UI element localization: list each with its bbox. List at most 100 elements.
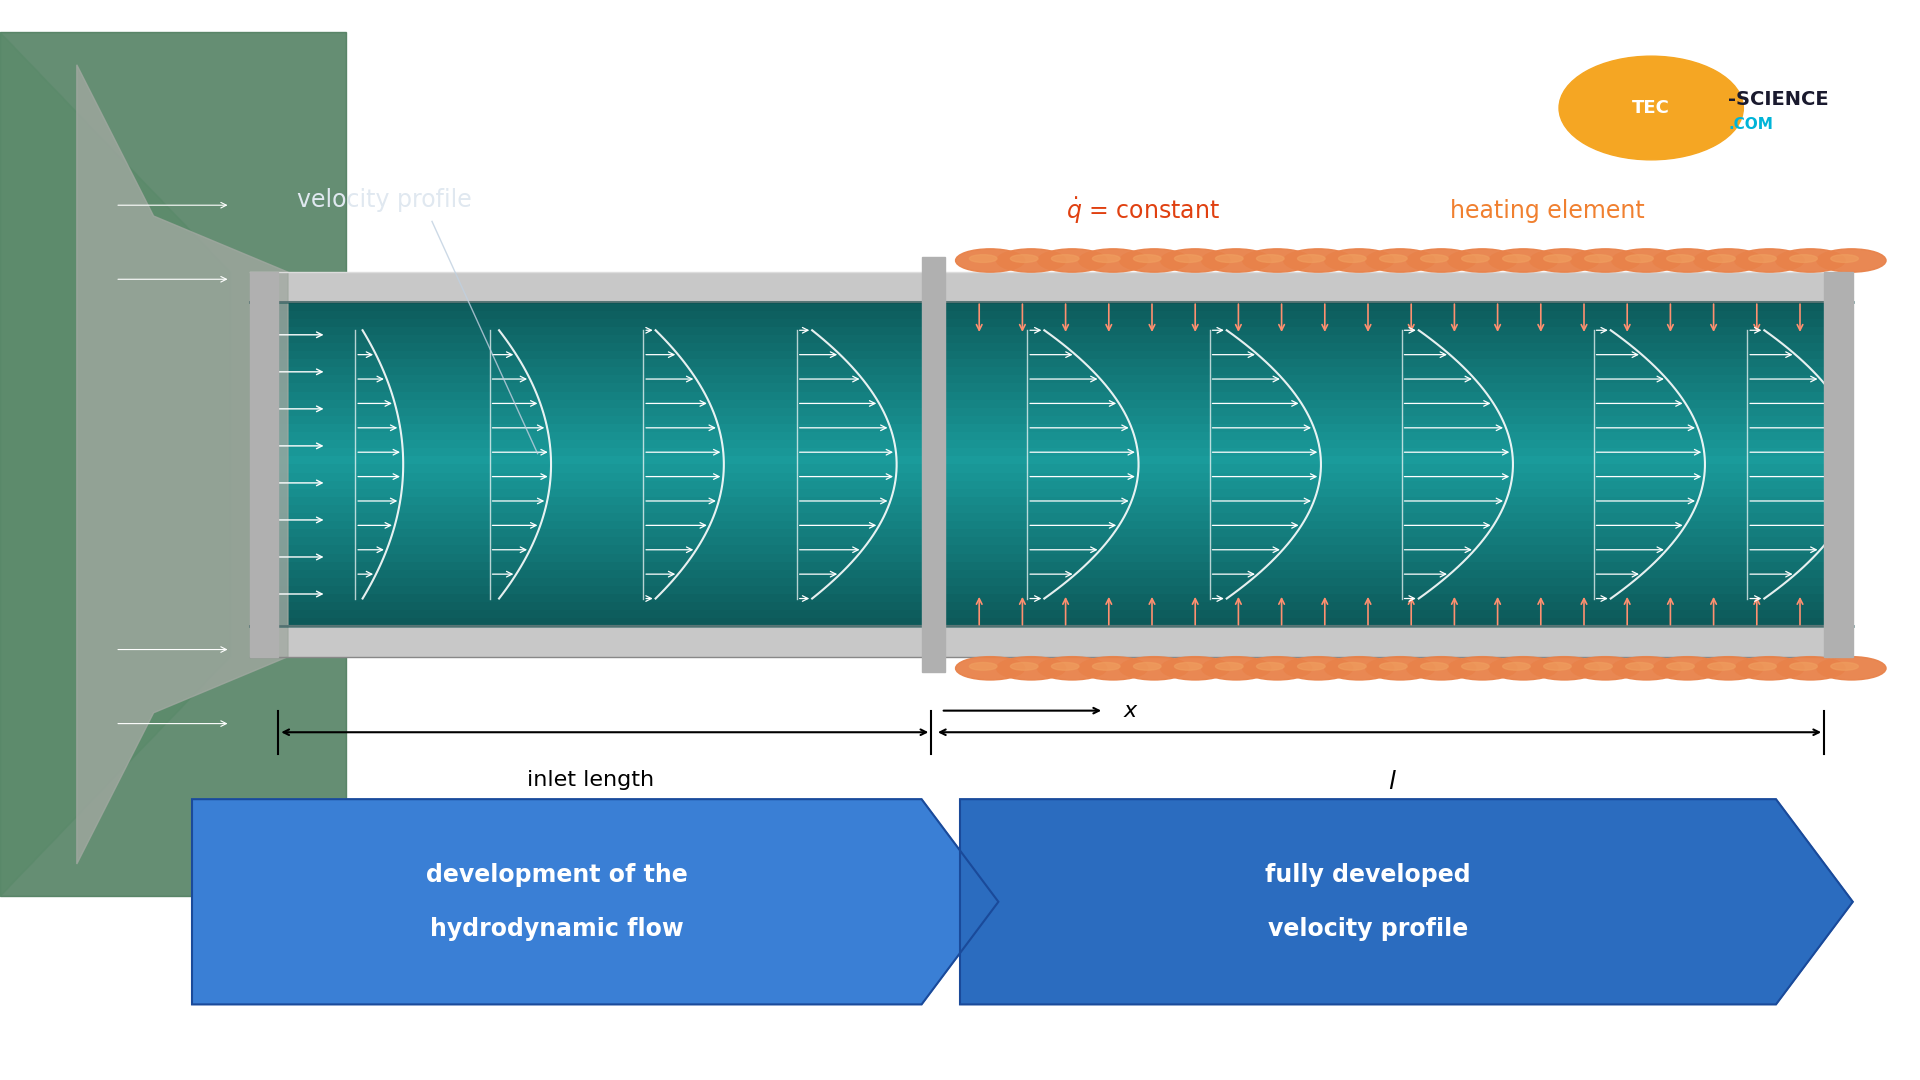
Bar: [250, 488, 1853, 497]
Ellipse shape: [1338, 662, 1367, 671]
Text: l: l: [1388, 770, 1396, 794]
Ellipse shape: [1133, 662, 1162, 671]
Bar: [250, 383, 1853, 391]
Ellipse shape: [1037, 248, 1106, 272]
Bar: [250, 626, 1853, 657]
Ellipse shape: [1736, 657, 1805, 680]
Bar: [250, 367, 1853, 376]
Ellipse shape: [1215, 255, 1242, 262]
Ellipse shape: [1707, 662, 1736, 671]
Ellipse shape: [1448, 248, 1517, 272]
Ellipse shape: [1749, 255, 1776, 262]
Ellipse shape: [1461, 255, 1490, 262]
Bar: [250, 400, 1853, 407]
Ellipse shape: [1215, 662, 1242, 671]
Ellipse shape: [996, 248, 1066, 272]
Ellipse shape: [1667, 662, 1693, 671]
Ellipse shape: [1789, 255, 1818, 262]
Bar: [250, 569, 1853, 578]
Bar: [250, 416, 1853, 424]
Ellipse shape: [1037, 657, 1106, 680]
Bar: [250, 272, 278, 657]
Ellipse shape: [1544, 662, 1571, 671]
Ellipse shape: [1092, 662, 1119, 671]
Ellipse shape: [1653, 657, 1722, 680]
Bar: [250, 272, 1853, 302]
Ellipse shape: [1611, 657, 1680, 680]
Ellipse shape: [1530, 657, 1599, 680]
Text: x: x: [1123, 701, 1137, 720]
Ellipse shape: [1832, 255, 1859, 262]
Ellipse shape: [1175, 255, 1202, 262]
Ellipse shape: [1488, 248, 1557, 272]
Ellipse shape: [1052, 662, 1079, 671]
Text: fully developed: fully developed: [1265, 863, 1471, 887]
Text: hydrodynamic flow: hydrodynamic flow: [430, 917, 684, 941]
Polygon shape: [0, 32, 230, 896]
Ellipse shape: [1448, 657, 1517, 680]
Polygon shape: [77, 65, 288, 864]
Bar: [250, 311, 1853, 319]
Ellipse shape: [1584, 662, 1613, 671]
Ellipse shape: [1421, 255, 1448, 262]
Ellipse shape: [1832, 662, 1859, 671]
Ellipse shape: [1380, 255, 1407, 262]
Bar: [250, 448, 1853, 456]
Ellipse shape: [1736, 248, 1805, 272]
Ellipse shape: [996, 657, 1066, 680]
Bar: [250, 424, 1853, 432]
Ellipse shape: [1776, 657, 1845, 680]
Ellipse shape: [1667, 255, 1693, 262]
Text: development of the: development of the: [426, 863, 687, 887]
Ellipse shape: [1461, 662, 1490, 671]
Ellipse shape: [1380, 662, 1407, 671]
Bar: [250, 319, 1853, 326]
Bar: [250, 432, 1853, 441]
Polygon shape: [960, 799, 1853, 1004]
Ellipse shape: [1653, 248, 1722, 272]
Bar: [250, 497, 1853, 504]
Ellipse shape: [1010, 255, 1039, 262]
Ellipse shape: [1749, 662, 1776, 671]
Ellipse shape: [1421, 662, 1448, 671]
Ellipse shape: [1571, 248, 1640, 272]
Ellipse shape: [1284, 657, 1354, 680]
Bar: [250, 585, 1853, 594]
Ellipse shape: [1693, 248, 1763, 272]
Text: heating element: heating element: [1450, 199, 1644, 222]
Bar: [250, 553, 1853, 562]
Ellipse shape: [1133, 255, 1162, 262]
Text: TEC: TEC: [1632, 99, 1670, 117]
Ellipse shape: [1584, 255, 1613, 262]
Circle shape: [1559, 56, 1743, 160]
Bar: [250, 602, 1853, 610]
Ellipse shape: [1571, 657, 1640, 680]
Ellipse shape: [1284, 248, 1354, 272]
Text: velocity profile: velocity profile: [296, 188, 472, 212]
Bar: [250, 392, 1853, 400]
Ellipse shape: [956, 248, 1025, 272]
Ellipse shape: [1119, 248, 1188, 272]
Bar: [250, 545, 1853, 553]
Bar: [250, 335, 1853, 343]
Ellipse shape: [1079, 657, 1148, 680]
Ellipse shape: [1256, 255, 1284, 262]
Bar: [250, 529, 1853, 537]
Bar: [250, 618, 1853, 626]
Bar: [250, 464, 1853, 473]
Ellipse shape: [1407, 657, 1476, 680]
Ellipse shape: [1611, 248, 1680, 272]
Bar: [250, 326, 1853, 335]
Ellipse shape: [1242, 248, 1311, 272]
Bar: [250, 562, 1853, 570]
Ellipse shape: [1503, 662, 1530, 671]
Bar: [250, 473, 1853, 481]
Polygon shape: [192, 799, 998, 1004]
Ellipse shape: [970, 662, 996, 671]
Ellipse shape: [1079, 248, 1148, 272]
Bar: [250, 537, 1853, 545]
Text: $\dot{q}$ = constant: $\dot{q}$ = constant: [1066, 195, 1219, 226]
Bar: [250, 351, 1853, 359]
Ellipse shape: [1789, 662, 1818, 671]
Bar: [250, 594, 1853, 602]
